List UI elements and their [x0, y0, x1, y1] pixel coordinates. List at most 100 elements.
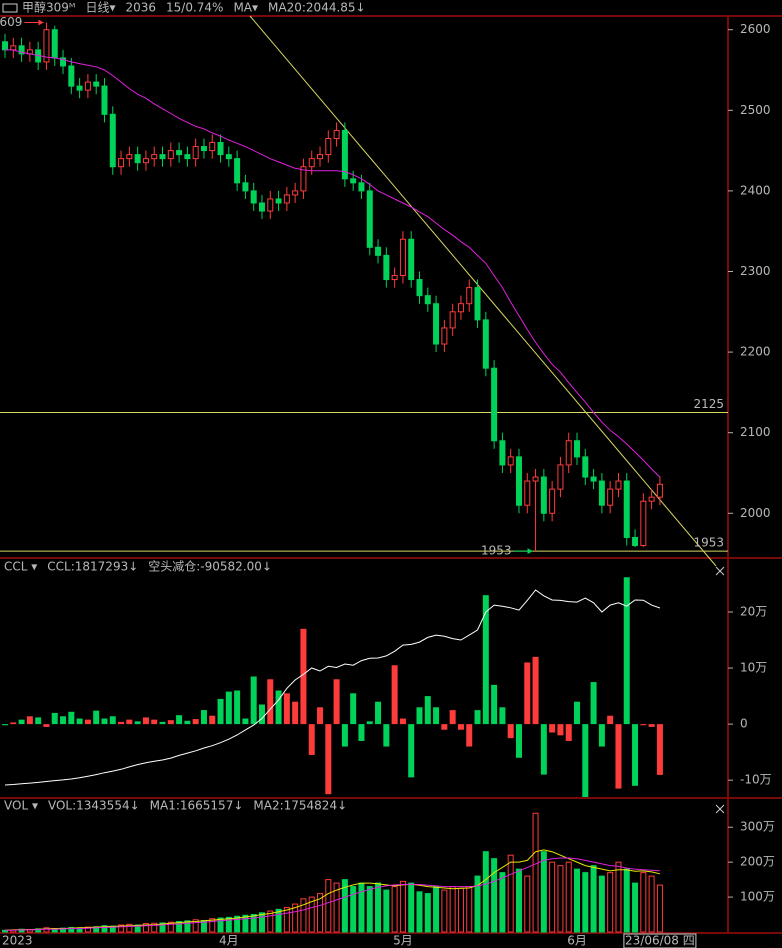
menu-icon[interactable]	[2, 3, 18, 13]
position-change-bar	[574, 701, 581, 725]
volume-bar	[574, 868, 581, 933]
position-change-bar	[26, 716, 33, 725]
volume-bar	[433, 886, 440, 933]
close-button[interactable]	[715, 804, 725, 814]
x-tick-label: 23/06/08 四	[625, 934, 695, 948]
candle-body	[491, 367, 498, 442]
x-tick-label: 2023	[2, 934, 33, 948]
open-interest-line	[4, 589, 661, 786]
position-change-bar	[532, 656, 539, 725]
position-change-bar	[68, 711, 75, 725]
candle-body	[184, 154, 191, 160]
position-change-bar	[184, 720, 191, 725]
x-tick-label: 4月	[219, 934, 239, 948]
position-change-bar	[151, 719, 158, 725]
volume-bar	[151, 922, 158, 933]
candle-body	[109, 113, 116, 168]
candle-body	[482, 319, 489, 369]
volume-bar	[366, 886, 373, 933]
position-change-bar	[292, 701, 299, 725]
volume-bar	[242, 914, 249, 933]
position-change-bar	[424, 696, 431, 725]
candle-body	[258, 202, 265, 212]
y-tick-label: 200万	[740, 855, 775, 869]
volume-bar	[358, 882, 365, 933]
position-change-bar	[366, 721, 373, 725]
candle-body	[159, 154, 166, 160]
volume-bar	[126, 923, 133, 933]
position-change-bar	[557, 724, 564, 736]
volume-bar	[623, 868, 630, 933]
volume-bar	[350, 886, 357, 933]
candle-body	[350, 178, 357, 184]
header-item: 甲醇309ᴹ	[22, 0, 75, 15]
volume-bar	[333, 882, 340, 933]
volume-bar	[524, 875, 531, 933]
volume-bar	[159, 922, 166, 933]
candle-body	[433, 303, 440, 345]
position-change-bar	[234, 690, 241, 725]
position-change-bar	[333, 679, 340, 725]
position-change-bar	[449, 710, 456, 725]
candle-body	[416, 279, 423, 297]
position-change-bar	[565, 724, 572, 741]
candle-body	[399, 238, 406, 277]
position-change-bar	[607, 715, 614, 725]
candle-body	[515, 456, 522, 506]
position-change-bar	[250, 676, 257, 725]
position-change-bar	[433, 707, 440, 725]
candle-body	[308, 158, 315, 168]
position-change-bar	[300, 628, 307, 725]
position-change-bar	[134, 721, 141, 725]
volume-bar	[499, 872, 506, 933]
position-change-bar	[217, 698, 224, 725]
candle-body	[391, 275, 398, 281]
volume-bar	[258, 912, 265, 933]
position-change-bar	[507, 724, 514, 739]
header-item: MA20:2044.85↓	[268, 1, 366, 15]
header-item: CCL:1817293↓	[47, 560, 138, 574]
y-tick-label: 10万	[740, 661, 767, 675]
candle-body	[648, 496, 655, 502]
volume-bar	[474, 875, 481, 933]
position-change-bar	[43, 724, 50, 727]
candle-body	[167, 150, 174, 160]
candle-body	[466, 287, 473, 305]
position-change-bar	[60, 716, 67, 725]
candle-body	[532, 476, 539, 482]
extreme-arrow-head	[38, 19, 44, 26]
volume-bar	[391, 886, 398, 933]
candle-body	[632, 536, 639, 547]
close-button[interactable]	[715, 566, 725, 576]
candle-body	[590, 476, 597, 482]
candle-body	[234, 158, 241, 184]
header-item: VOL:1343554↓	[48, 799, 140, 813]
candle-body	[76, 85, 83, 91]
cursor-date-box	[623, 933, 697, 948]
position-change-bar	[76, 718, 83, 725]
header-item: MA▾	[233, 1, 258, 15]
candle-body	[499, 440, 506, 466]
candle-body	[383, 254, 390, 281]
position-change-bar	[632, 724, 639, 786]
volume-bar	[607, 872, 614, 933]
header-item: MA1:1665157↓	[150, 799, 244, 813]
position-change-bar	[275, 690, 282, 725]
candle-body	[441, 327, 448, 345]
reference-label: 2125	[693, 397, 724, 411]
volume-bar	[399, 880, 406, 933]
header-item: VOL ▾	[4, 799, 38, 813]
volume-bar	[317, 893, 324, 933]
candle-body	[300, 166, 307, 192]
y-tick-label: 20万	[740, 605, 767, 619]
volume-bar	[375, 882, 382, 933]
position-change-bar	[176, 715, 183, 725]
candle-body	[84, 81, 91, 91]
y-tick-label: 100万	[740, 890, 775, 904]
position-change-bar	[524, 662, 531, 725]
reference-label: 1953	[693, 536, 724, 550]
candle-body	[2, 41, 8, 51]
position-change-bar	[267, 679, 274, 725]
volume-bar	[217, 917, 224, 933]
